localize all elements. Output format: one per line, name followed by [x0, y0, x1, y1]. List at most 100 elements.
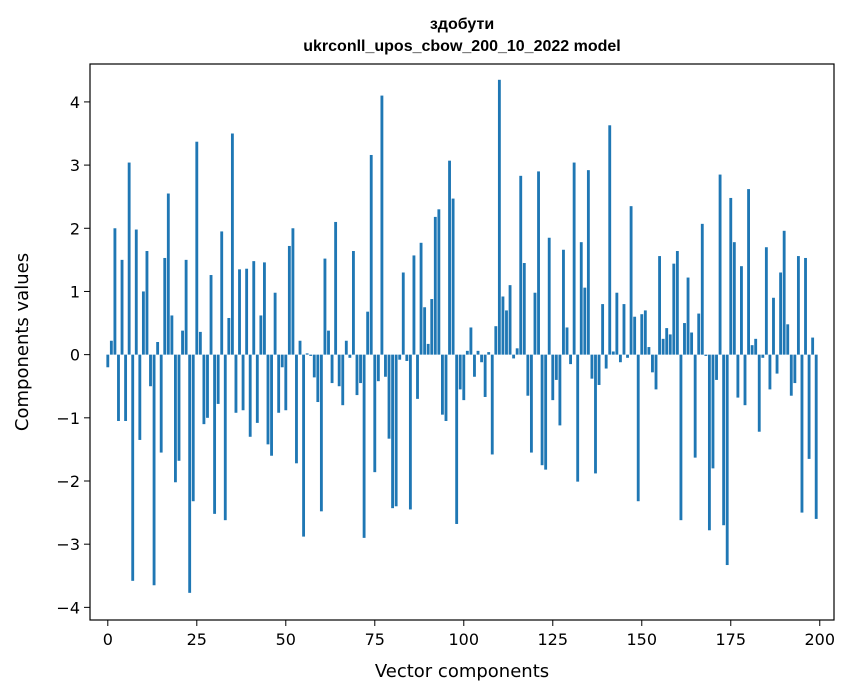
- x-tick-label: 125: [538, 630, 569, 649]
- bar: [508, 285, 512, 355]
- bar: [305, 353, 309, 355]
- bar: [245, 268, 249, 355]
- bar: [608, 125, 612, 355]
- bar: [206, 354, 209, 418]
- bar: [141, 291, 145, 355]
- bar: [779, 272, 783, 355]
- bar: [807, 354, 811, 459]
- bar: [693, 354, 697, 458]
- bar: [312, 354, 316, 378]
- bar: [715, 354, 718, 380]
- bar: [565, 327, 569, 355]
- bar: [202, 354, 206, 425]
- bar: [811, 337, 815, 355]
- bar: [480, 354, 484, 363]
- bar: [156, 342, 160, 355]
- bar: [319, 354, 323, 512]
- bar: [497, 79, 501, 355]
- bar: [334, 221, 338, 355]
- bar: [120, 259, 124, 355]
- bar: [241, 354, 245, 411]
- bar: [163, 257, 167, 355]
- bar: [230, 133, 234, 355]
- bar: [768, 354, 772, 390]
- y-tick-label: −2: [56, 472, 80, 491]
- bar: [124, 354, 128, 421]
- bar: [601, 304, 605, 355]
- bar: [352, 251, 355, 355]
- bar: [711, 354, 715, 469]
- bar: [761, 354, 765, 358]
- chart-title-line2: ukrconll_upos_cbow_200_10_2022 model: [303, 38, 620, 55]
- bar: [263, 262, 266, 355]
- bar: [583, 287, 587, 355]
- bar: [330, 354, 334, 384]
- bar: [416, 354, 419, 399]
- bar: [522, 263, 526, 355]
- bar: [736, 354, 740, 398]
- bar: [707, 354, 711, 531]
- y-tick-label: 2: [70, 219, 80, 238]
- bar: [341, 354, 345, 406]
- x-tick-label: 50: [276, 630, 296, 649]
- bar: [558, 354, 562, 426]
- bar: [526, 354, 530, 396]
- bar: [512, 354, 516, 359]
- y-tick-label: −3: [56, 535, 80, 554]
- bar: [216, 354, 220, 404]
- bar: [238, 269, 241, 355]
- bar: [515, 348, 519, 355]
- bar: [686, 277, 690, 355]
- y-axis-label: Components values: [12, 253, 33, 431]
- bar: [270, 354, 273, 456]
- bar: [131, 354, 135, 581]
- bar: [359, 354, 362, 384]
- x-tick-label: 150: [626, 630, 657, 649]
- bar: [430, 299, 434, 355]
- bar: [316, 354, 320, 403]
- bar: [369, 154, 373, 355]
- bar: [113, 228, 117, 355]
- bar: [419, 242, 423, 355]
- bar: [775, 354, 779, 374]
- bar: [704, 354, 708, 356]
- chart-title-line1: здобути: [430, 16, 494, 33]
- bar: [668, 334, 672, 355]
- bar: [423, 307, 427, 355]
- x-tick-label: 25: [187, 630, 207, 649]
- bar: [376, 354, 380, 382]
- bar: [629, 206, 633, 355]
- bar: [679, 354, 683, 521]
- bar: [223, 354, 227, 521]
- bar: [273, 292, 277, 355]
- bar: [106, 354, 110, 368]
- bar: [754, 338, 758, 355]
- bar: [373, 354, 377, 473]
- x-tick-label: 175: [715, 630, 746, 649]
- bar: [554, 354, 558, 380]
- bar: [487, 352, 491, 355]
- bar: [732, 242, 736, 355]
- bar: [117, 354, 120, 421]
- bar: [636, 354, 640, 502]
- bar: [184, 259, 188, 355]
- bar: [683, 323, 686, 355]
- bar: [529, 354, 533, 453]
- bar: [814, 354, 818, 519]
- bar: [191, 354, 195, 502]
- bar: [604, 354, 608, 369]
- bar: [672, 263, 676, 355]
- bar: [355, 354, 359, 396]
- y-tick-label: 0: [70, 346, 80, 365]
- bar: [188, 354, 192, 593]
- bar: [590, 354, 594, 379]
- bar: [718, 174, 722, 355]
- bar: [537, 171, 540, 355]
- x-tick-label: 100: [449, 630, 480, 649]
- bar: [533, 292, 537, 355]
- bar: [408, 354, 412, 510]
- bar: [804, 257, 807, 355]
- bar: [149, 354, 152, 387]
- bar: [170, 315, 174, 355]
